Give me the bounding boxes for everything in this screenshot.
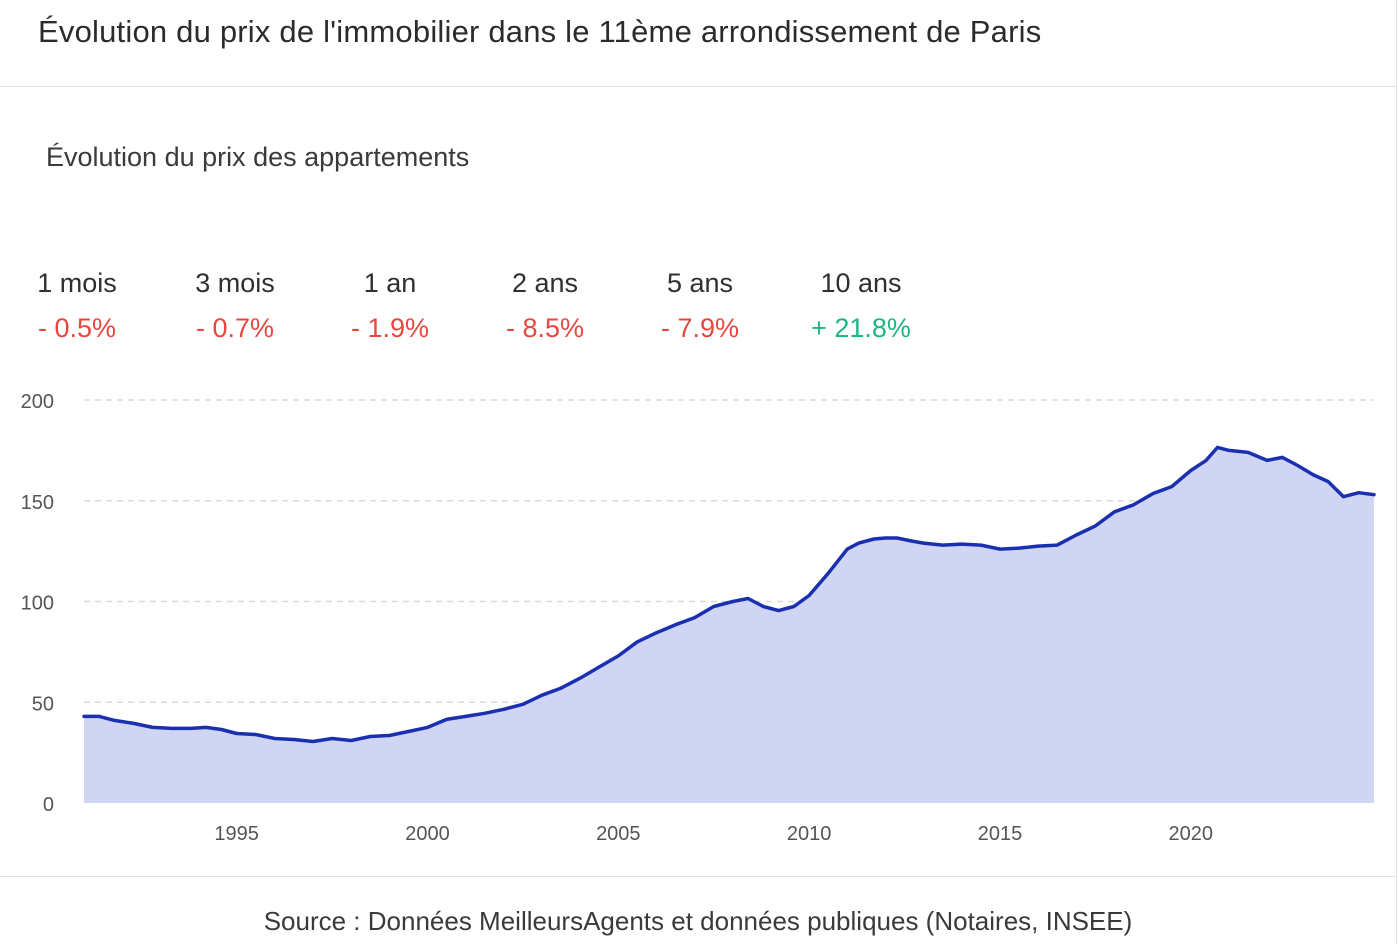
y-tick-label: 150	[21, 492, 54, 514]
x-tick-label: 2005	[596, 823, 641, 845]
stat-value: + 21.8%	[811, 313, 911, 343]
price-change-stats: 1 mois - 0.5% 3 mois - 0.7% 1 an - 1.9% …	[0, 264, 1000, 354]
stat-value: - 0.7%	[195, 313, 275, 343]
y-tick-label: 100	[21, 593, 54, 615]
y-tick-label: 200	[21, 391, 54, 413]
y-tick-label: 0	[43, 794, 54, 816]
y-tick-label: 50	[32, 693, 54, 715]
page-title: Évolution du prix de l'immobilier dans l…	[38, 14, 1042, 49]
stat-1-an: 1 an - 1.9%	[315, 264, 465, 354]
x-tick-label: 2010	[787, 823, 832, 845]
stat-label: 1 mois	[37, 268, 117, 298]
stat-label: 10 ans	[820, 268, 902, 298]
header-divider	[0, 86, 1396, 87]
x-tick-label: 1995	[214, 823, 259, 845]
stat-value: - 0.5%	[37, 313, 117, 343]
stat-value: - 7.9%	[660, 313, 740, 343]
footer-divider	[0, 876, 1396, 877]
stat-label: 5 ans	[666, 268, 734, 298]
x-tick-label: 2015	[978, 823, 1023, 845]
series-area	[84, 447, 1374, 803]
chart-subtitle: Évolution du prix des appartements	[46, 142, 470, 172]
x-tick-label: 2000	[405, 823, 450, 845]
source-note: Source : Données MeilleursAgents et donn…	[263, 906, 1133, 936]
price-area-chart: 0 50 100 150 200 1995 2000 2005 2010 2015 2020	[21, 391, 1376, 845]
stat-3-mois: 3 mois - 0.7%	[160, 264, 310, 354]
stat-label: 1 an	[363, 268, 417, 298]
stat-10-ans: 10 ans + 21.8%	[786, 264, 936, 354]
series-line	[82, 445, 1376, 744]
x-tick-label: 2020	[1169, 823, 1214, 845]
stat-2-ans: 2 ans - 8.5%	[470, 264, 620, 354]
stat-5-ans: 5 ans - 7.9%	[625, 264, 775, 354]
stat-value: - 8.5%	[505, 313, 585, 343]
stat-label: 2 ans	[511, 268, 579, 298]
stat-1-mois: 1 mois - 0.5%	[2, 264, 152, 354]
stat-value: - 1.9%	[350, 313, 430, 343]
stat-label: 3 mois	[195, 268, 275, 298]
